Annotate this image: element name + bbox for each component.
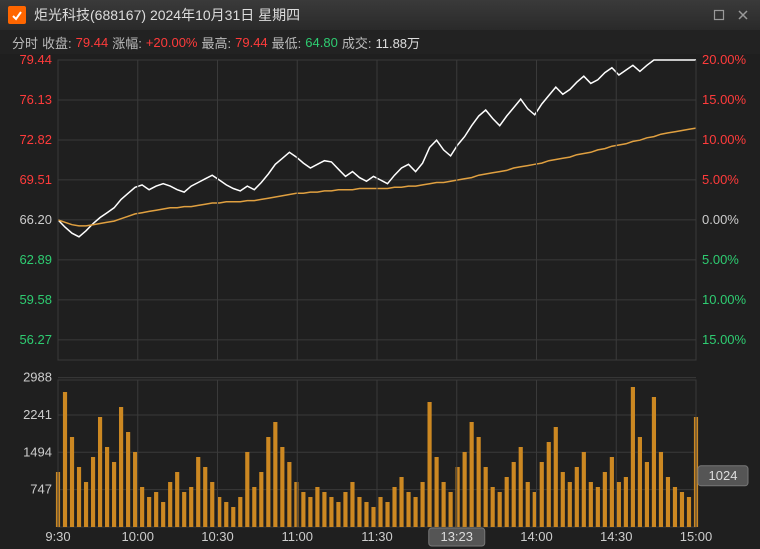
high-label: 最高:: [202, 33, 232, 52]
chart-area[interactable]: 79.44 20.00% 76.13 15.00% 72.82 10.00% 69.51 5.…: [0, 54, 760, 549]
svg-text:13:23: 13:23: [440, 529, 473, 544]
date-label: 2024年10月31日: [150, 5, 254, 25]
svg-text:1024: 1024: [709, 468, 738, 483]
svg-text:11:30: 11:30: [361, 529, 393, 544]
svg-text:69.51: 69.51: [19, 172, 52, 187]
weekday-label: 星期四: [258, 5, 300, 25]
stock-name: 炬光科技: [34, 5, 90, 25]
svg-text:5.00%: 5.00%: [702, 252, 739, 267]
svg-text:79.44: 79.44: [19, 54, 52, 67]
app-window: 炬光科技 (688167) 2024年10月31日 星期四 分时 收盘: 79.…: [0, 0, 760, 549]
stats-bar: 分时 收盘: 79.44 涨幅: +20.00% 最高: 79.44 最低: 6…: [0, 30, 760, 54]
change-value: +20.00%: [146, 35, 198, 50]
svg-text:14:30: 14:30: [600, 529, 633, 544]
maximize-button[interactable]: [710, 6, 728, 24]
svg-text:59.58: 59.58: [19, 292, 52, 307]
titlebar: 炬光科技 (688167) 2024年10月31日 星期四: [0, 0, 760, 30]
mode-label: 分时: [12, 33, 38, 52]
stock-code: (688167): [90, 7, 146, 23]
low-label: 最低:: [272, 33, 302, 52]
svg-text:10.00%: 10.00%: [702, 132, 747, 147]
svg-text:66.20: 66.20: [19, 212, 52, 227]
svg-text:62.89: 62.89: [19, 252, 52, 267]
svg-text:5.00%: 5.00%: [702, 172, 739, 187]
svg-text:2241: 2241: [23, 407, 52, 422]
app-logo-icon: [8, 6, 26, 24]
svg-text:0.00%: 0.00%: [702, 212, 739, 227]
svg-text:15.00%: 15.00%: [702, 332, 747, 347]
svg-text:15:00: 15:00: [680, 529, 713, 544]
svg-text:76.13: 76.13: [19, 92, 52, 107]
svg-text:56.27: 56.27: [19, 332, 52, 347]
low-value: 64.80: [305, 35, 338, 50]
svg-text:72.82: 72.82: [19, 132, 52, 147]
svg-text:10:30: 10:30: [201, 529, 234, 544]
svg-text:2988: 2988: [23, 370, 52, 385]
svg-text:10.00%: 10.00%: [702, 292, 747, 307]
volume-label: 成交:: [342, 33, 372, 52]
close-value: 79.44: [76, 35, 109, 50]
svg-text:10:00: 10:00: [121, 529, 154, 544]
svg-text:20.00%: 20.00%: [702, 54, 747, 67]
close-button[interactable]: [734, 6, 752, 24]
svg-text:1494: 1494: [23, 444, 52, 459]
svg-text:15.00%: 15.00%: [702, 92, 747, 107]
close-label: 收盘:: [42, 33, 72, 52]
svg-text:14:00: 14:00: [520, 529, 553, 544]
svg-text:747: 747: [30, 482, 52, 497]
volume-value: 11.88万: [375, 33, 420, 52]
svg-text:9:30: 9:30: [45, 529, 70, 544]
high-value: 79.44: [235, 35, 268, 50]
change-label: 涨幅:: [112, 33, 142, 52]
svg-text:11:00: 11:00: [281, 529, 313, 544]
chart-svg: 79.44 20.00% 76.13 15.00% 72.82 10.00% 69.51 5.…: [0, 54, 760, 549]
